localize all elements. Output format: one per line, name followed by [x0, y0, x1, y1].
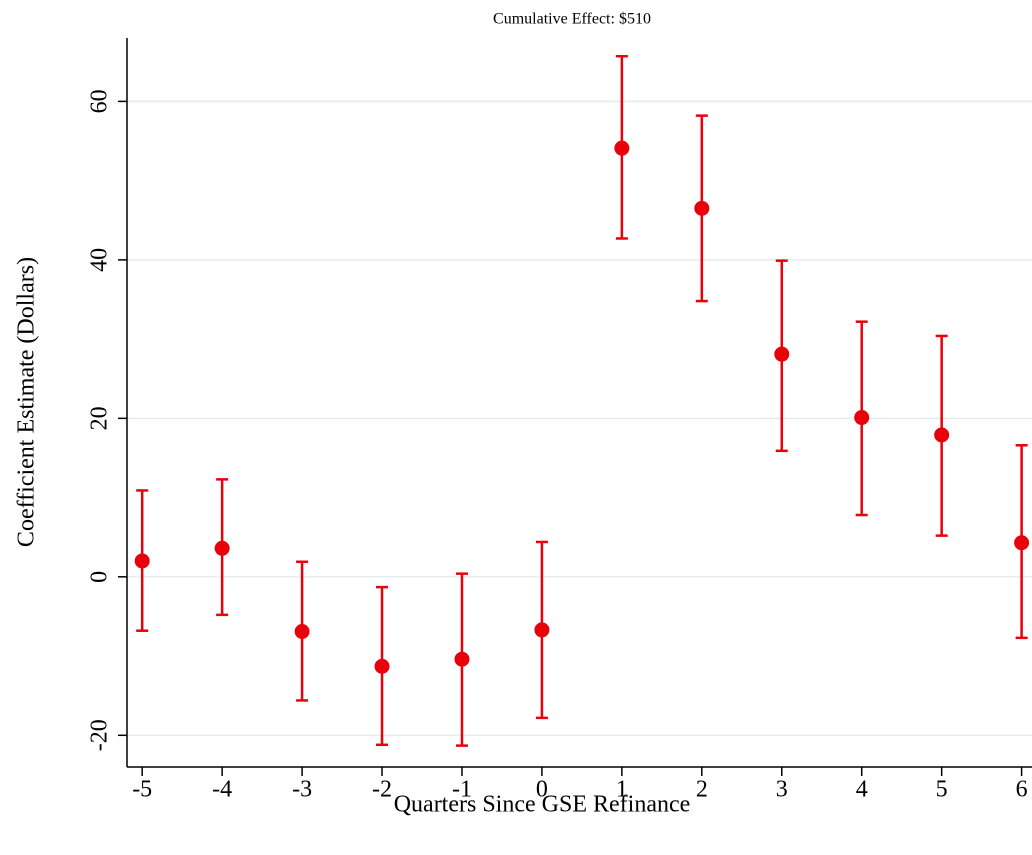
point: [454, 651, 470, 667]
point: [214, 540, 230, 556]
point: [294, 624, 310, 640]
point: [614, 140, 630, 156]
y-tick-label: 0: [87, 571, 113, 583]
point: [934, 427, 950, 443]
chart-title: Cumulative Effect: $510: [493, 11, 651, 28]
y-tick-label: -20: [87, 719, 113, 751]
x-tick-label: -3: [292, 777, 312, 803]
x-tick-label: -1: [452, 777, 472, 803]
point: [1014, 535, 1030, 551]
point: [534, 622, 550, 638]
point: [694, 200, 710, 216]
x-tick-label: 1: [616, 777, 628, 803]
x-tick-label: -4: [212, 777, 232, 803]
x-axis-label: Quarters Since GSE Refinance: [394, 792, 691, 818]
x-tick-label: -2: [372, 777, 392, 803]
point: [774, 346, 790, 362]
x-tick-label: 6: [1016, 777, 1028, 803]
y-tick-label: 20: [87, 406, 113, 430]
point: [374, 658, 390, 674]
x-tick-label: 0: [536, 777, 548, 803]
x-tick-label: -5: [132, 777, 152, 803]
point: [134, 553, 150, 569]
x-tick-label: 4: [856, 777, 868, 803]
y-axis-label: Coefficient Estimate (Dollars): [14, 257, 40, 547]
x-tick-label: 5: [936, 777, 948, 803]
y-tick-label: 40: [87, 248, 113, 272]
x-tick-label: 2: [696, 777, 708, 803]
y-tick-label: 60: [87, 89, 113, 113]
point: [854, 410, 870, 426]
x-tick-label: 3: [776, 777, 788, 803]
